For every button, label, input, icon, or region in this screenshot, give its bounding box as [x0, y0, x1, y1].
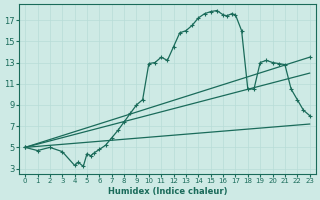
X-axis label: Humidex (Indice chaleur): Humidex (Indice chaleur)	[108, 187, 227, 196]
